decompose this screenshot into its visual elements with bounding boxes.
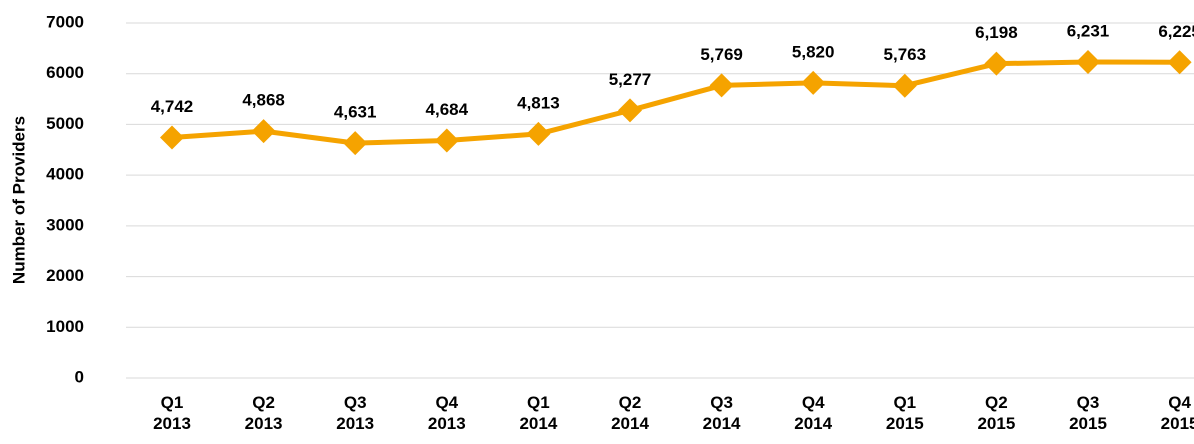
marker (434, 128, 459, 153)
marker (892, 73, 917, 98)
y-tick-label: 7000 (46, 12, 84, 31)
data-label: 4,631 (334, 103, 377, 122)
y-tick-label: 2000 (46, 266, 84, 285)
marker (251, 119, 276, 144)
data-label: 5,763 (884, 45, 927, 64)
marker (984, 51, 1009, 76)
x-tick-label: Q1 2013 (153, 393, 191, 433)
x-tick-label: Q4 2013 (427, 393, 466, 433)
x-tick-label: Q2 2013 (244, 393, 283, 433)
y-tick-label: 6000 (46, 63, 84, 82)
marker (526, 121, 551, 146)
data-label: 4,813 (517, 93, 560, 112)
marker (1076, 49, 1100, 74)
data-label: 6,231 (1067, 21, 1110, 40)
x-tick-label: Q4 2015 (1160, 393, 1194, 433)
data-label: 5,769 (700, 45, 743, 64)
y-tick-label: 4000 (46, 165, 84, 184)
marker (709, 73, 734, 98)
marker (1167, 50, 1192, 75)
x-tick-label: Q4 2014 (794, 393, 833, 433)
x-tick-label: Q2 2015 (977, 393, 1016, 433)
data-label: 5,820 (792, 42, 835, 61)
x-tick-label: Q3 2013 (336, 393, 375, 433)
x-tick-label: Q2 2014 (611, 393, 649, 433)
data-label: 5,277 (609, 70, 652, 89)
x-tick-label: Q3 2015 (1069, 393, 1107, 433)
y-tick-label: 0 (75, 367, 84, 386)
data-label: 6,198 (975, 23, 1018, 42)
data-label: 4,684 (426, 100, 469, 119)
data-label: 4,742 (151, 97, 194, 116)
marker (160, 125, 184, 150)
y-tick-label: 1000 (46, 317, 84, 336)
marker (618, 98, 642, 123)
x-tick-label: Q3 2014 (702, 393, 741, 433)
y-axis-title: Number of Providers (9, 116, 28, 284)
line (171, 59, 1180, 146)
data-label: 6,225 (1158, 22, 1194, 41)
marker (343, 131, 368, 156)
y-tick-label: 3000 (46, 215, 84, 234)
data-label: 4,868 (242, 91, 285, 110)
x-tick-label: Q1 2014 (519, 393, 558, 433)
marker (801, 70, 826, 95)
y-tick-label: 5000 (46, 114, 84, 133)
x-tick-label: Q1 2015 (885, 393, 924, 433)
